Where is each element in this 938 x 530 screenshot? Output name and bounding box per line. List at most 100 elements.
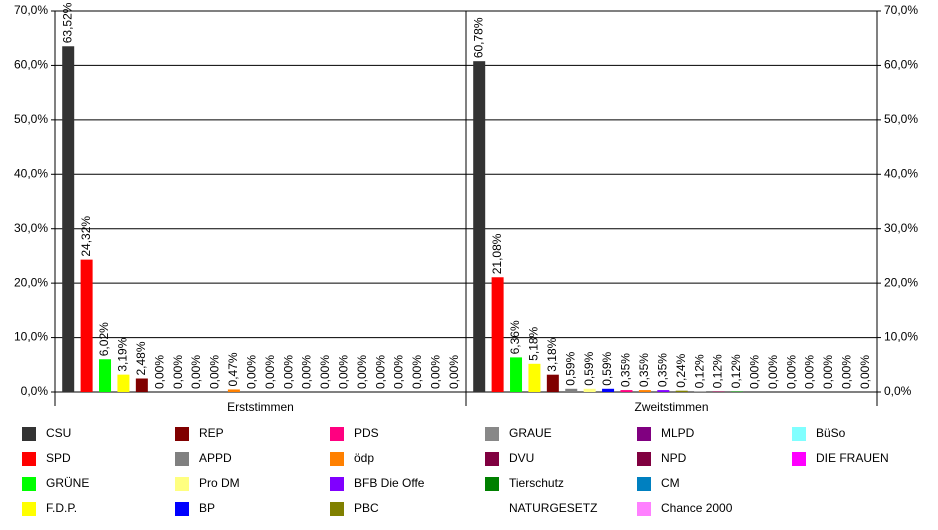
value-label: 0,00% bbox=[748, 355, 762, 389]
value-label: 0,47% bbox=[226, 352, 240, 386]
value-label: 0,35% bbox=[637, 353, 651, 387]
value-label: 0,00% bbox=[840, 355, 854, 389]
legend-label: GRAUE bbox=[509, 426, 552, 440]
value-label: 0,00% bbox=[373, 355, 387, 389]
bar bbox=[546, 374, 559, 392]
bar bbox=[565, 388, 578, 392]
x-tick-label: Zweitstimmen bbox=[634, 400, 708, 414]
value-label: 0,00% bbox=[318, 355, 332, 389]
value-label: 0,00% bbox=[803, 355, 817, 389]
value-label: 60,78% bbox=[471, 17, 485, 58]
legend-swatch bbox=[637, 452, 651, 466]
legend-label: Chance 2000 bbox=[661, 501, 733, 515]
value-label: 24,32% bbox=[79, 216, 93, 257]
y2-tick-label: 70,0% bbox=[884, 3, 918, 17]
value-label: 0,00% bbox=[244, 355, 258, 389]
value-label: 0,35% bbox=[619, 353, 633, 387]
legend-label: BFB Die Offe bbox=[354, 476, 425, 490]
value-label: 0,00% bbox=[300, 355, 314, 389]
bar bbox=[675, 390, 688, 392]
legend-label: F.D.P. bbox=[46, 501, 77, 515]
legend-swatch bbox=[22, 502, 36, 516]
value-label: 0,00% bbox=[189, 355, 203, 389]
legend-swatch bbox=[175, 452, 189, 466]
legend-label: NPD bbox=[661, 451, 687, 465]
value-label: 0,00% bbox=[208, 355, 222, 389]
value-label: 0,00% bbox=[337, 355, 351, 389]
legend-swatch bbox=[330, 477, 344, 491]
legend-label: BP bbox=[199, 501, 215, 515]
bar bbox=[730, 391, 743, 392]
legend-label: CSU bbox=[46, 426, 71, 440]
bar bbox=[694, 391, 707, 392]
y2-tick-label: 10,0% bbox=[884, 330, 918, 344]
legend-label: DIE FRAUEN bbox=[816, 451, 889, 465]
value-label: 0,59% bbox=[563, 351, 577, 385]
legend-swatch bbox=[485, 452, 499, 466]
y-tick-label: 20,0% bbox=[14, 275, 48, 289]
value-label: 0,00% bbox=[281, 355, 295, 389]
bar bbox=[510, 357, 523, 392]
legend-swatch bbox=[330, 452, 344, 466]
legend-swatch bbox=[485, 477, 499, 491]
value-label: 0,00% bbox=[447, 355, 461, 389]
legend-swatch bbox=[175, 502, 189, 516]
value-label: 0,00% bbox=[429, 355, 443, 389]
legend-swatch bbox=[792, 452, 806, 466]
legend-label: APPD bbox=[199, 451, 232, 465]
value-label: 6,36% bbox=[508, 320, 522, 354]
bar bbox=[712, 391, 725, 392]
value-label: 0,00% bbox=[392, 355, 406, 389]
legend-label: BüSo bbox=[816, 426, 846, 440]
y2-tick-label: 50,0% bbox=[884, 112, 918, 126]
value-label: 0,00% bbox=[766, 355, 780, 389]
value-label: 0,00% bbox=[171, 355, 185, 389]
bar bbox=[602, 388, 615, 392]
legend-swatch bbox=[330, 502, 344, 516]
legend-swatch bbox=[637, 502, 651, 516]
value-label: 0,35% bbox=[655, 353, 669, 387]
bar bbox=[135, 378, 148, 392]
y-tick-label: 10,0% bbox=[14, 330, 48, 344]
legend-label: PBC bbox=[354, 501, 379, 515]
value-label: 0,00% bbox=[821, 355, 835, 389]
y2-tick-label: 40,0% bbox=[884, 166, 918, 180]
bar bbox=[227, 389, 240, 392]
value-label: 6,02% bbox=[97, 322, 111, 356]
y2-tick-label: 30,0% bbox=[884, 221, 918, 235]
bar bbox=[620, 390, 633, 392]
value-label: 2,48% bbox=[134, 341, 148, 375]
bar bbox=[657, 390, 670, 392]
value-label: 0,59% bbox=[582, 351, 596, 385]
bar bbox=[80, 259, 93, 392]
bar bbox=[491, 277, 504, 392]
legend-swatch bbox=[22, 427, 36, 441]
legend-label: SPD bbox=[46, 451, 71, 465]
bar bbox=[528, 363, 541, 392]
value-label: 0,00% bbox=[355, 355, 369, 389]
y2-tick-label: 60,0% bbox=[884, 58, 918, 72]
value-label: 0,00% bbox=[858, 355, 872, 389]
legend-swatch bbox=[792, 427, 806, 441]
value-label: 0,12% bbox=[692, 354, 706, 388]
value-label: 0,24% bbox=[674, 353, 688, 387]
y-tick-label: 70,0% bbox=[14, 3, 48, 17]
legend-label: NATURGESETZ bbox=[509, 501, 597, 515]
y-tick-label: 30,0% bbox=[14, 221, 48, 235]
legend-label: DVU bbox=[509, 451, 534, 465]
value-label: 3,19% bbox=[116, 337, 130, 371]
y2-tick-label: 0,0% bbox=[884, 384, 912, 398]
value-label: 0,00% bbox=[152, 355, 166, 389]
legend-label: MLPD bbox=[661, 426, 695, 440]
value-label: 0,00% bbox=[784, 355, 798, 389]
y-tick-label: 40,0% bbox=[14, 166, 48, 180]
value-label: 0,12% bbox=[711, 354, 725, 388]
bar bbox=[638, 390, 651, 392]
bar bbox=[583, 388, 596, 392]
y-tick-label: 50,0% bbox=[14, 112, 48, 126]
bar bbox=[62, 46, 75, 392]
y-tick-label: 60,0% bbox=[14, 58, 48, 72]
y-tick-label: 0,0% bbox=[21, 384, 49, 398]
value-label: 63,52% bbox=[60, 2, 74, 43]
